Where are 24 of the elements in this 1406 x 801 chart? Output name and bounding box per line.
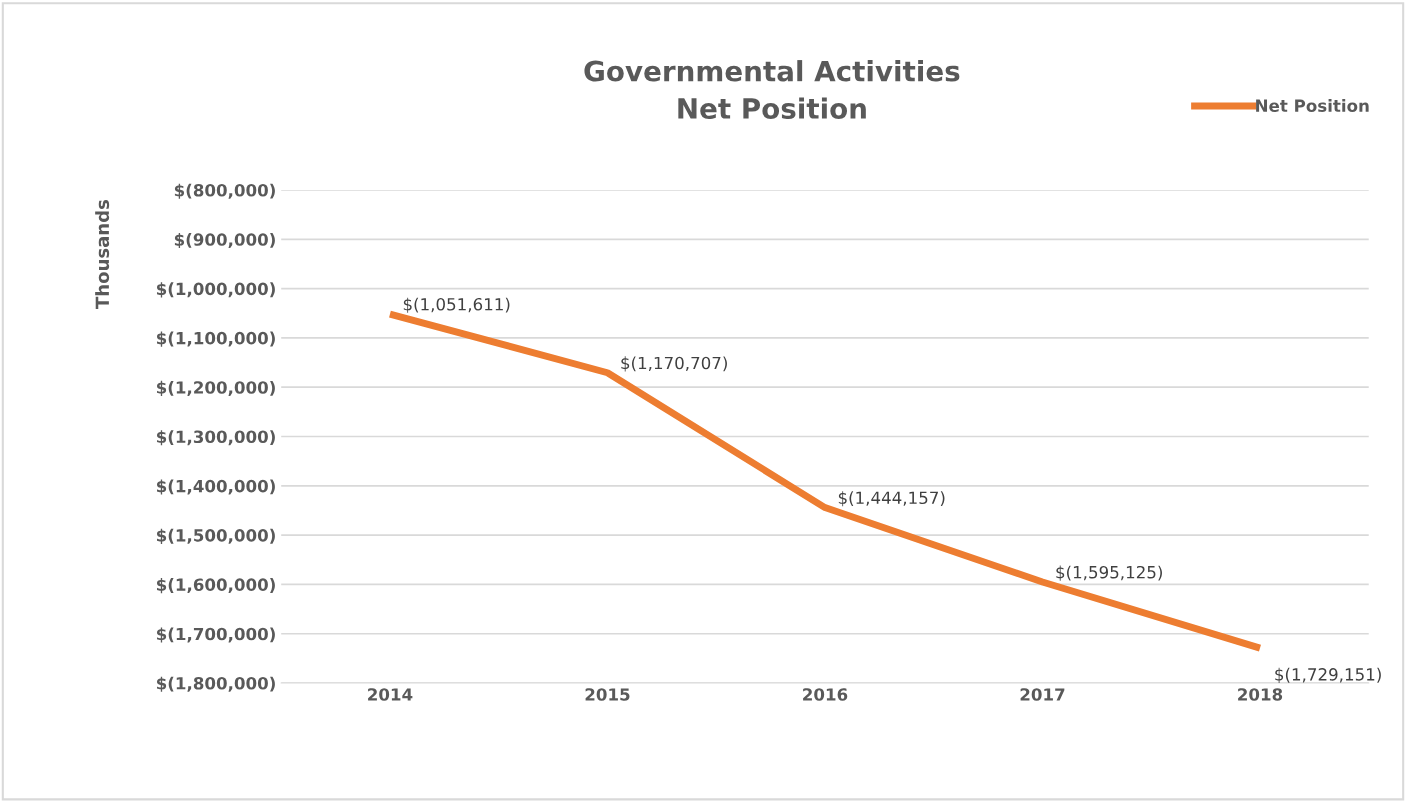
y-tick-label: $(1,000,000) xyxy=(156,282,275,298)
y-tick-label: $(800,000) xyxy=(174,183,275,199)
y-tick-label: $(1,100,000) xyxy=(156,331,275,347)
legend-label: Net Position xyxy=(1256,99,1369,113)
data-label: $(1,051,611) xyxy=(403,297,510,313)
y-axis-title: Thousands xyxy=(95,200,110,309)
y-tick-label: $(1,200,000) xyxy=(156,380,275,396)
x-tick-label: 2016 xyxy=(803,688,848,701)
y-tick-label: $(1,600,000) xyxy=(156,578,275,594)
x-tick-label: 2015 xyxy=(585,688,630,701)
data-label: $(1,595,125) xyxy=(1056,565,1162,581)
y-tick-label: $(1,700,000) xyxy=(156,627,275,643)
y-tick-label: $(1,400,000) xyxy=(156,479,275,495)
y-tick-label: $(1,500,000) xyxy=(156,528,275,544)
y-tick-label: $(900,000) xyxy=(174,232,275,249)
y-tick-label: $(1,300,000) xyxy=(156,430,275,446)
chart-title: Governmental Activities Net Position xyxy=(584,60,960,120)
x-tick-label: 2018 xyxy=(1238,688,1283,701)
x-tick-label: 2017 xyxy=(1020,688,1065,701)
data-label: $(1,170,707) xyxy=(621,356,727,372)
data-label: $(1,729,151) xyxy=(1275,667,1381,683)
data-label: $(1,444,157) xyxy=(838,491,945,507)
x-tick-label: 2014 xyxy=(368,688,413,701)
y-tick-label: $(1,800,000) xyxy=(156,676,275,692)
